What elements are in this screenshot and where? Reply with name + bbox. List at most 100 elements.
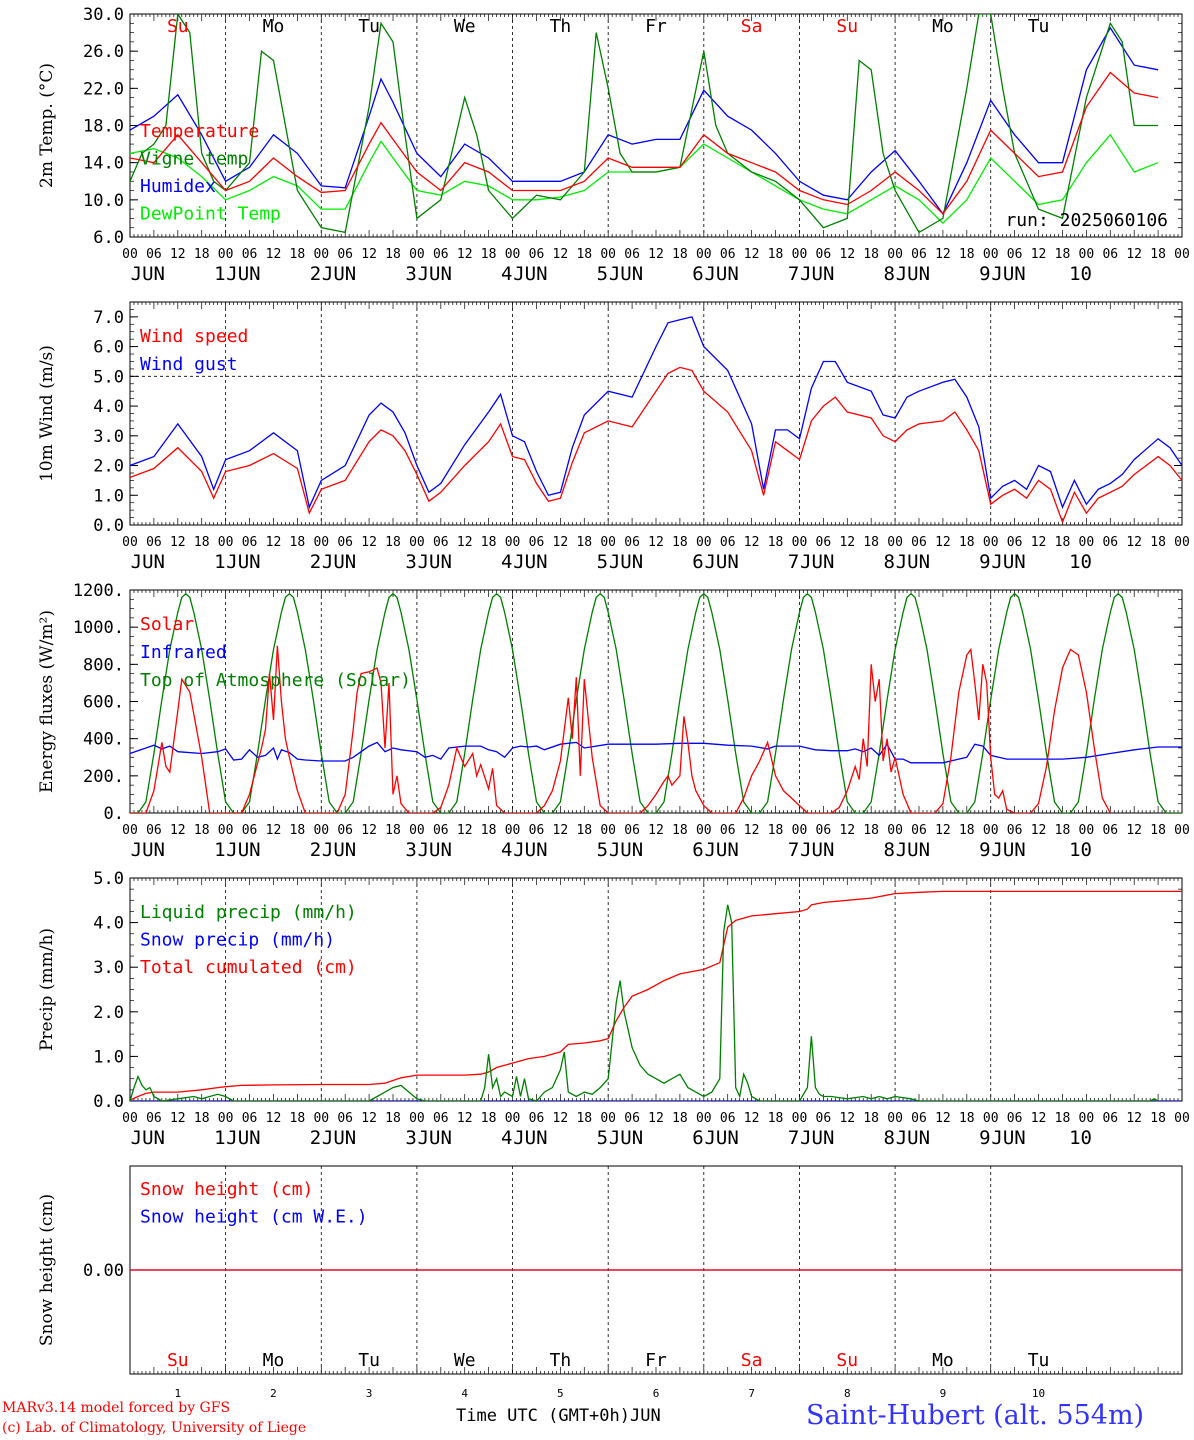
y-axis-label: Snow height (cm) [37,1194,57,1346]
month-label: JUN [131,263,165,285]
y-tick-label: 1.0 [93,486,124,506]
hour-tick-label: 12 [935,535,951,550]
month-label: JUN [704,551,738,573]
month-label: JUN [418,263,452,285]
month-label: JUN [226,1127,260,1149]
hour-tick-label: 12 [744,247,760,262]
hour-tick-label: 00 [409,1111,425,1126]
hour-tick-label: 18 [481,247,497,262]
series-solar [130,645,1111,813]
weekday-label: Mo [932,16,954,37]
hour-tick-label: 18 [481,535,497,550]
hour-tick-label: 00 [313,535,329,550]
month-label: JUN [991,263,1025,285]
day-number-label: 8 [884,1127,895,1149]
hour-tick-label: 12 [361,1111,377,1126]
hour-tick-label: 06 [816,535,832,550]
hour-tick-label: 06 [624,1111,640,1126]
hour-tick-label: 12 [648,823,664,838]
y-tick-label: 1000. [73,618,124,638]
hour-tick-label: 12 [839,535,855,550]
y-tick-label: 6.0 [93,338,124,358]
hour-tick-label: 00 [887,823,903,838]
hour-tick-label: 18 [576,247,592,262]
month-label: JUN [322,1127,356,1149]
legend-entry: Snow height (cm W.E.) [140,1207,368,1228]
month-label: JUN [896,1127,930,1149]
month-label: JUN [800,839,834,861]
y-tick-label: 0.00 [83,1261,124,1281]
hour-tick-label: 06 [1007,535,1023,550]
hour-tick-label: 12 [935,823,951,838]
hour-tick-label: 18 [194,823,210,838]
y-axis-label: 2m Temp. (°C) [37,63,57,188]
y-axis-label: Energy fluxes (W/m²) [37,610,57,793]
month-label: JUN [609,263,643,285]
hour-tick-label: 00 [887,247,903,262]
hour-tick-label: 00 [983,247,999,262]
weekday-label: Tu [358,1350,380,1371]
series-infrared [130,741,1182,764]
hour-tick-label: 12 [1031,535,1047,550]
hour-tick-label: 06 [624,823,640,838]
hour-tick-label: 12 [553,247,569,262]
month-label: JUN [609,839,643,861]
hour-tick-label: 18 [385,823,401,838]
day-number-small: 2 [270,1387,277,1400]
model-credit: MARv3.14 model forced by GFS [2,1400,231,1416]
month-label: JUN [322,839,356,861]
hour-tick-label: 18 [576,535,592,550]
month-label: JUN [609,551,643,573]
day-number-label: 6 [692,1127,703,1149]
y-tick-label: 5.0 [93,367,124,387]
month-label: JUN [322,263,356,285]
y-tick-label: 1.0 [93,1047,124,1067]
hour-tick-label: 18 [290,1111,306,1126]
weekday-label: Fr [645,1350,667,1371]
hour-tick-label: 00 [409,535,425,550]
y-tick-label: 4.0 [93,397,124,417]
hour-tick-label: 06 [529,535,545,550]
hour-tick-label: 12 [839,247,855,262]
legend-entry: Total cumulated (cm) [140,957,357,978]
hour-tick-label: 12 [553,1111,569,1126]
month-label: JUN [131,551,165,573]
y-tick-label: 3.0 [93,427,124,447]
hour-tick-label: 00 [218,1111,234,1126]
hour-tick-label: 00 [983,823,999,838]
hour-tick-label: 18 [385,247,401,262]
hour-tick-label: 12 [170,535,186,550]
hour-tick-label: 18 [1055,823,1071,838]
legend-entry: Humidex [140,176,216,197]
weekday-label: We [454,16,476,37]
month-label: JUN [896,839,930,861]
day-number-label: 5 [597,263,608,285]
hour-tick-label: 12 [648,1111,664,1126]
day-number-label: 1 [214,263,225,285]
y-tick-label: 600. [83,693,124,713]
hour-tick-label: 06 [720,535,736,550]
legend-entry: Wind speed [140,326,248,347]
day-number-label: 8 [884,839,895,861]
hour-tick-label: 06 [529,1111,545,1126]
y-tick-label: 0.0 [93,516,124,536]
weekday-label: Su [836,16,858,37]
hour-tick-label: 00 [792,1111,808,1126]
month-label: JUN [131,839,165,861]
hour-tick-label: 00 [313,823,329,838]
y-tick-label: 14.0 [83,154,124,174]
day-number-label: 7 [788,551,799,573]
hour-tick-label: 12 [744,1111,760,1126]
month-label: JUN [704,839,738,861]
y-tick-label: 2.0 [93,1003,124,1023]
y-tick-label: 30.0 [83,5,124,25]
hour-tick-label: 06 [624,247,640,262]
hour-tick-label: 06 [242,823,258,838]
day-number-label: 4 [501,1127,512,1149]
hour-tick-label: 18 [768,1111,784,1126]
y-tick-label: 200. [83,767,124,787]
weekday-label: Tu [1028,1350,1050,1371]
hour-tick-label: 12 [839,823,855,838]
hour-tick-label: 18 [768,247,784,262]
y-axis-label: Precip (mm/h) [37,928,57,1051]
